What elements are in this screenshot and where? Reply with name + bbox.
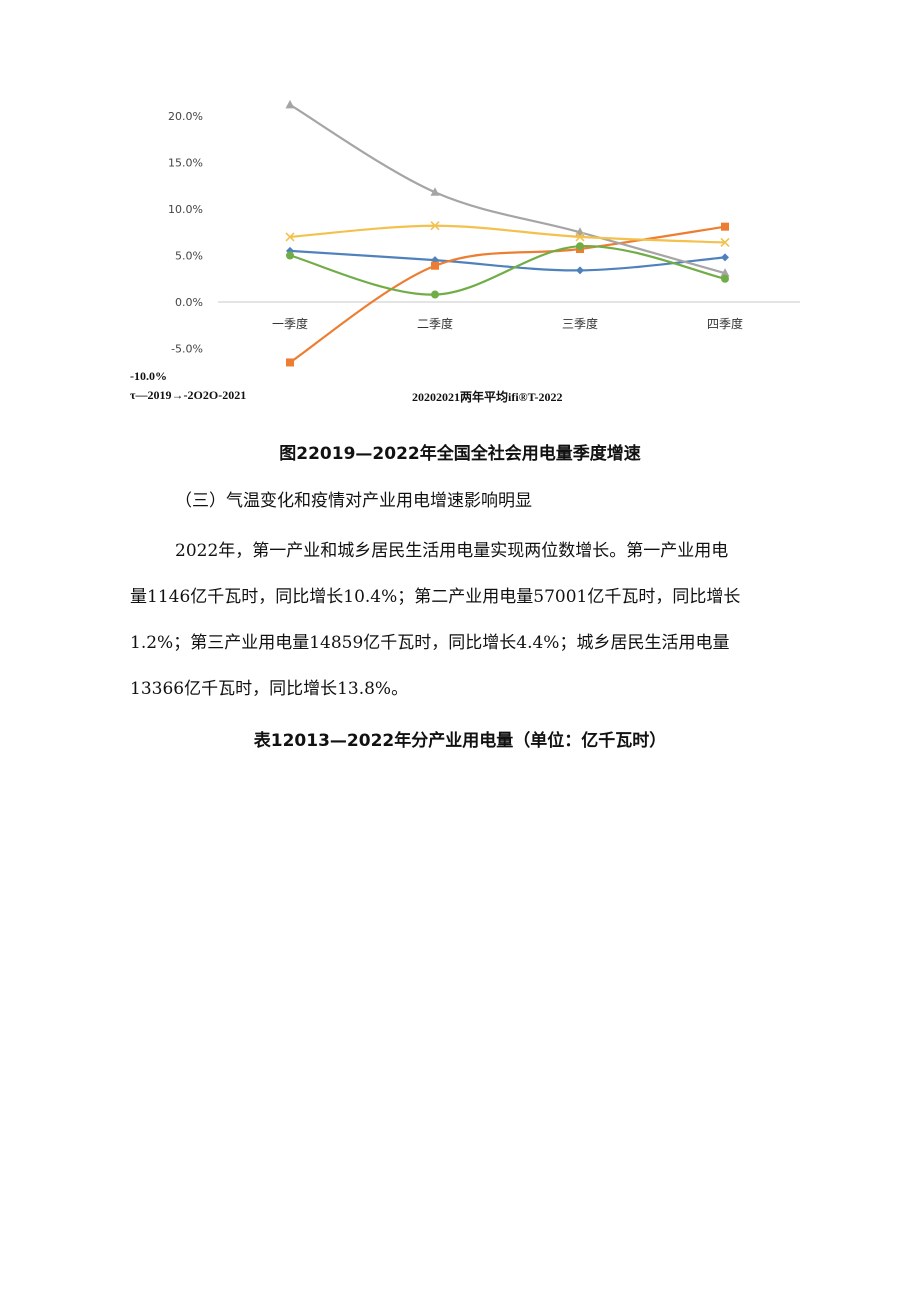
data-point-marker [431,261,439,270]
data-point-marker [285,99,295,109]
y-tick-label: -5.0% [171,343,203,356]
body-paragraph: 2022年，第一产业和城乡居民生活用电量实现两位数增长。第一产业用电 量1146… [130,528,830,712]
x-category-label: 四季度 [707,316,743,331]
data-point-marker [430,221,440,231]
series-line-3 [289,103,726,275]
paragraph-line: 13366亿千瓦时，同比增长13.8%。 [130,679,409,699]
series-line-5 [289,245,726,296]
y-tick-label: 0.0% [175,296,203,309]
x-category-label: 三季度 [562,316,598,331]
quarterly-growth-chart: 20.0% 15.0% 10.0% 5.0% 0.0% -5.0% 一季度 二季度 三季度 四季… [168,99,800,367]
paragraph-line: 量1146亿千瓦时，同比增长10.4%；第二产业用电量57001亿千瓦时，同比增… [130,587,741,607]
y-tick-label: 5.0% [175,250,203,263]
y-axis-min-label: -10.0% [130,369,167,383]
section-heading: （三）气温变化和疫情对产业用电增速影响明显 [175,491,532,511]
series-layer [285,99,730,367]
x-category-label: 二季度 [417,316,453,331]
paragraph-line: 2022年，第一产业和城乡居民生活用电量实现两位数增长。第一产业用电 [175,541,729,561]
y-tick-label: 10.0% [168,203,203,216]
series-line-1 [289,249,726,272]
data-point-marker [721,253,729,262]
table-caption: 表12013—2022年分产业用电量（单位：亿千瓦时） [253,731,667,751]
data-point-marker [431,290,439,299]
y-axis: 20.0% 15.0% 10.0% 5.0% 0.0% -5.0% [168,110,203,356]
data-point-marker [430,187,440,196]
data-point-marker [285,232,295,242]
y-tick-label: 15.0% [168,157,203,170]
series-line-4 [289,224,726,244]
data-point-marker [576,266,584,275]
legend-right: 20202021两年平均ifi®T-2022 [412,390,563,404]
figure-caption: 图22019—2022年全国全社会用电量季度增速 [279,444,641,464]
data-point-marker [721,274,729,283]
paragraph-line: 1.2%；第三产业用电量14859亿千瓦时，同比增长4.4%；城乡居民生活用电量 [130,633,730,653]
data-point-marker [721,222,729,231]
series-line-2 [289,225,726,364]
legend-left: τ—2019→-2O2O-2021 [130,388,247,402]
data-point-marker [575,232,585,242]
data-point-marker [576,242,584,251]
data-point-marker [720,237,730,248]
x-category-label: 一季度 [272,316,308,331]
data-point-marker [286,358,294,367]
x-axis: 一季度 二季度 三季度 四季度 [272,316,743,331]
data-point-marker [720,268,730,277]
data-point-marker [286,251,294,260]
y-tick-label: 20.0% [168,110,203,123]
